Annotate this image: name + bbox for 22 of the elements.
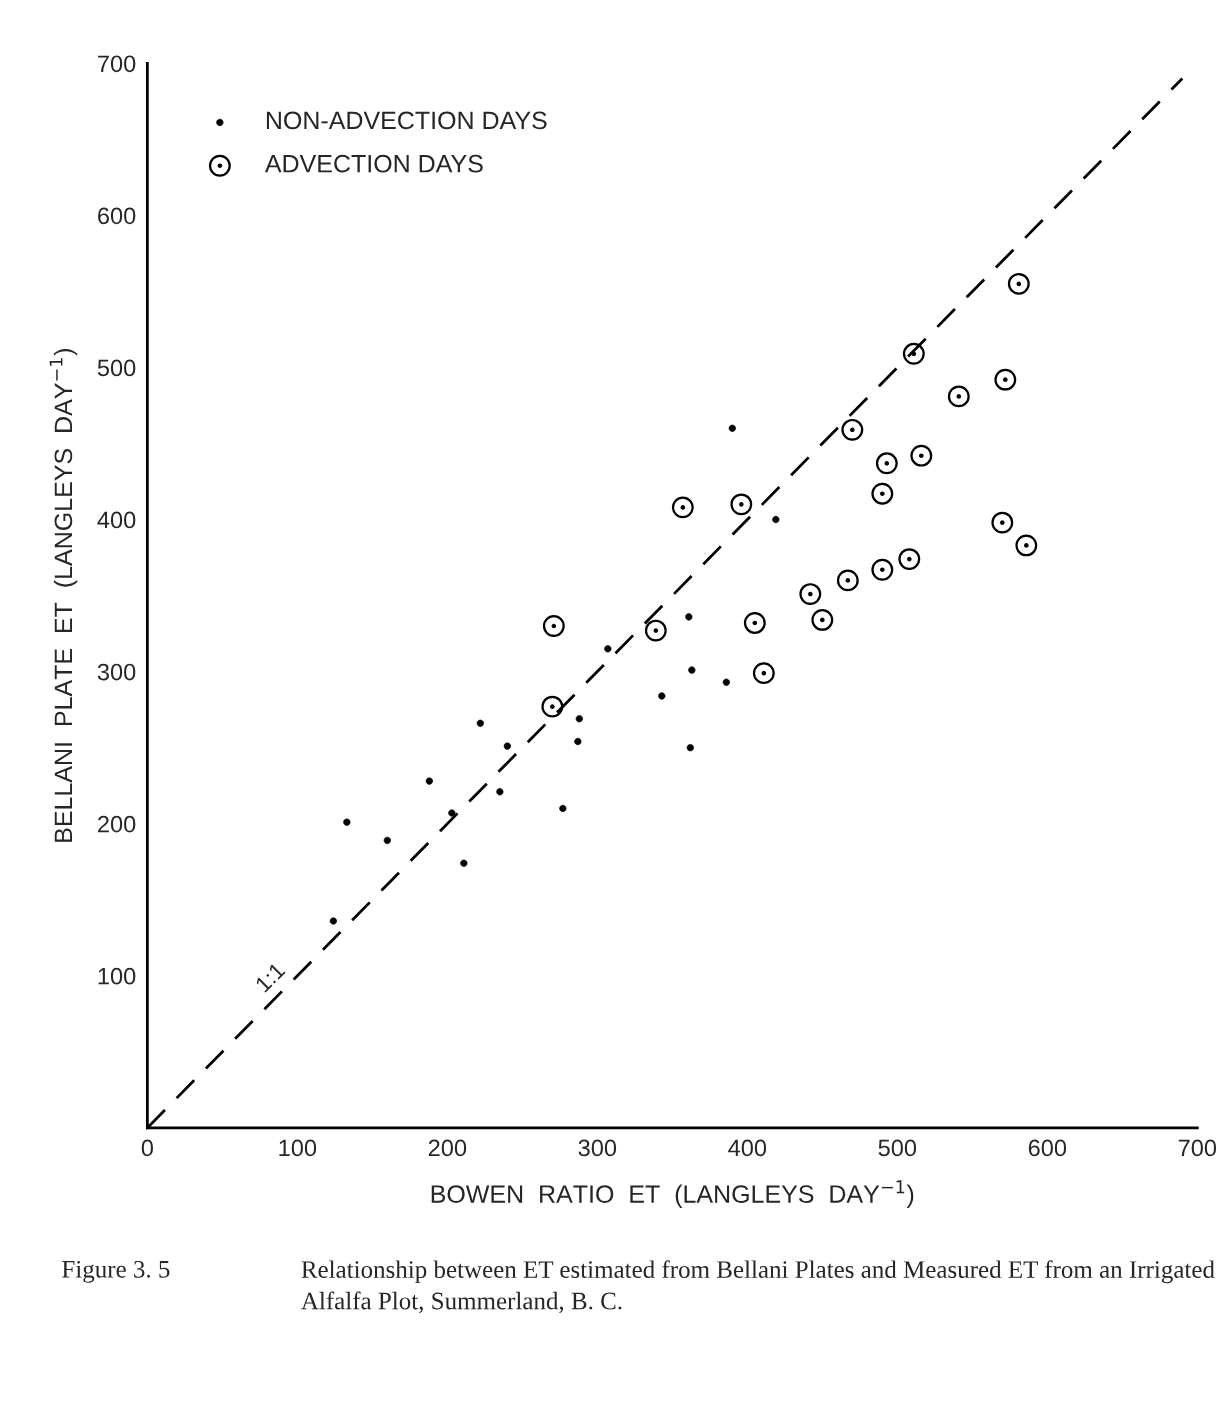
text: Relationship between ET estimated from Bellani Plates and Measured ET from an Irrigated Alfalfa Plot, Summerland, B. C. — [301, 1260, 1215, 1314]
x-tick-label: 300 — [578, 1139, 617, 1157]
y-tick-label: 300 — [97, 663, 136, 681]
y-tick-label: 500 — [97, 359, 136, 377]
caption: Figure 3. 5 — [62, 1260, 170, 1283]
x-axis-title: BOWEN RATIO ET (LANGLEYS DAY$^{−1}$) — [431, 1180, 914, 1208]
y-tick-label: 200 — [98, 815, 136, 833]
x-tick-label: 200 — [428, 1139, 467, 1157]
annotation: 1:1 — [254, 961, 286, 993]
y-tick-label: 100 — [98, 967, 136, 985]
legend-label: NON-ADVECTION DAYS — [266, 111, 547, 130]
x-tick-label: 400 — [728, 1139, 767, 1157]
y-tick-label: 400 — [97, 511, 136, 529]
y-tick-label: 700 — [98, 55, 136, 73]
x-tick-label: 500 — [878, 1139, 917, 1157]
x-tick-label: 700 — [1178, 1139, 1217, 1157]
x-tick-label: 0 — [141, 1139, 153, 1157]
y-axis-title: BELLANI PLATE ET (LANGLEYS DAY$^{−1}$) — [49, 349, 78, 842]
y-tick-label: 600 — [98, 207, 136, 225]
x-tick-label: 100 — [279, 1139, 317, 1157]
legend-label: ADVECTION DAYS — [264, 154, 483, 173]
x-tick-label: 600 — [1028, 1139, 1067, 1157]
